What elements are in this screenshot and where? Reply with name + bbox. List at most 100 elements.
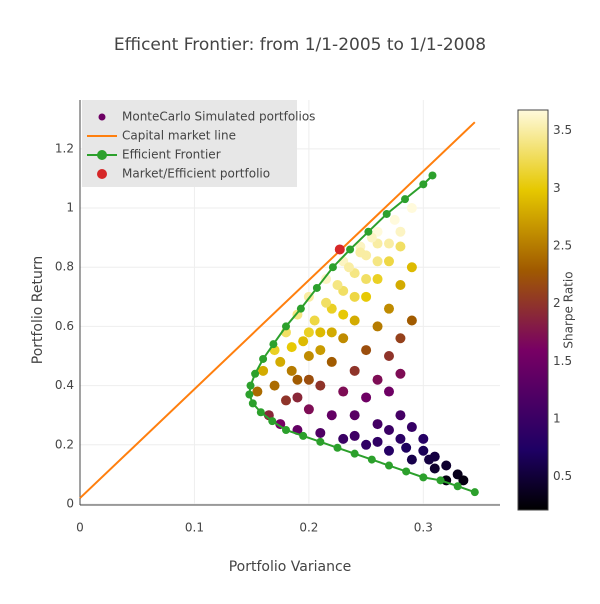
chart-title: Efficent Frontier: from 1/1-2005 to 1/1-… bbox=[114, 35, 486, 55]
series-marker bbox=[364, 227, 373, 236]
scatter-point bbox=[338, 309, 349, 320]
scatter-point bbox=[406, 262, 417, 273]
colorbar-tick-label: 2 bbox=[553, 296, 561, 310]
series-marker bbox=[428, 171, 437, 180]
scatter-point bbox=[292, 392, 303, 403]
scatter-point bbox=[338, 433, 349, 444]
series-marker bbox=[334, 244, 345, 255]
series-marker bbox=[245, 390, 254, 399]
legend-label: MonteCarlo Simulated portfolios bbox=[122, 110, 315, 124]
scatter-point bbox=[395, 279, 406, 290]
scatter-point bbox=[395, 410, 406, 421]
series-marker bbox=[296, 304, 305, 313]
series-marker bbox=[419, 473, 428, 482]
scatter-point bbox=[275, 419, 286, 430]
scatter-point bbox=[326, 410, 337, 421]
legend-label: Capital market line bbox=[122, 129, 236, 143]
scatter-point bbox=[383, 238, 394, 249]
scatter-point bbox=[361, 291, 372, 302]
colorbar-tick-label: 1.5 bbox=[553, 354, 572, 368]
legend-box bbox=[82, 100, 297, 187]
series-marker bbox=[246, 381, 255, 390]
series-marker bbox=[269, 340, 278, 349]
series-marker bbox=[299, 431, 308, 440]
colorbar-tick-label: 0.5 bbox=[553, 469, 572, 483]
series-marker bbox=[248, 399, 257, 408]
scatter-point bbox=[338, 386, 349, 397]
scatter-point bbox=[372, 436, 383, 447]
scatter-point bbox=[303, 374, 314, 385]
scatter-point bbox=[252, 386, 263, 397]
series-marker bbox=[312, 283, 321, 292]
scatter-point bbox=[406, 422, 417, 433]
legend-symbol bbox=[98, 113, 106, 121]
scatter-point bbox=[286, 342, 297, 353]
series-marker bbox=[470, 488, 479, 497]
scatter-point bbox=[395, 433, 406, 444]
series-marker bbox=[281, 426, 290, 435]
series-marker bbox=[259, 354, 268, 363]
series-marker bbox=[251, 369, 260, 378]
scatter-point bbox=[303, 404, 314, 415]
scatter-point bbox=[326, 327, 337, 338]
scatter-point bbox=[424, 454, 435, 465]
legend-label: Efficient Frontier bbox=[122, 148, 221, 162]
x-axis-title: Portfolio Variance bbox=[229, 559, 352, 575]
scatter-point bbox=[349, 430, 360, 441]
scatter-point bbox=[315, 345, 326, 356]
scatter-point bbox=[298, 336, 309, 347]
y-tick-label: 0.2 bbox=[55, 437, 74, 451]
scatter-point bbox=[418, 445, 429, 456]
scatter-point bbox=[349, 410, 360, 421]
scatter-point bbox=[280, 395, 291, 406]
scatter-point bbox=[458, 475, 469, 486]
colorbar-tick-label: 3 bbox=[553, 181, 561, 195]
scatter-point bbox=[338, 333, 349, 344]
series-marker bbox=[256, 408, 265, 417]
scatter-point bbox=[286, 365, 297, 376]
x-tick-label: 0.1 bbox=[185, 521, 204, 535]
series-marker bbox=[346, 245, 355, 254]
scatter-point bbox=[258, 365, 269, 376]
scatter-point bbox=[275, 356, 286, 367]
series-marker bbox=[453, 482, 462, 491]
scatter-point bbox=[372, 321, 383, 332]
scatter-point bbox=[383, 386, 394, 397]
scatter-point bbox=[315, 427, 326, 438]
scatter-point bbox=[383, 425, 394, 436]
scatter-point bbox=[406, 203, 417, 214]
scatter-point bbox=[383, 256, 394, 267]
scatter-point bbox=[303, 327, 314, 338]
scatter-point bbox=[389, 214, 400, 225]
scatter-point bbox=[395, 226, 406, 237]
y-tick-label: 0.6 bbox=[55, 319, 74, 333]
y-axis-title: Portfolio Return bbox=[30, 256, 46, 365]
legend-symbol bbox=[97, 150, 107, 160]
scatter-point bbox=[321, 274, 332, 285]
x-tick-label: 0 bbox=[76, 521, 84, 535]
legend-symbol bbox=[97, 169, 107, 179]
scatter-point bbox=[406, 315, 417, 326]
series-marker bbox=[419, 180, 428, 189]
x-tick-label: 0.3 bbox=[414, 521, 433, 535]
legend: MonteCarlo Simulated portfolios Capital m… bbox=[82, 100, 315, 187]
scatter-point bbox=[383, 351, 394, 362]
x-tick-label: 0.2 bbox=[299, 521, 318, 535]
series-marker bbox=[281, 322, 290, 331]
y-tick-label: 0.8 bbox=[55, 260, 74, 274]
series-marker bbox=[384, 461, 393, 470]
scatter-point bbox=[395, 241, 406, 252]
plot-area bbox=[79, 121, 479, 499]
scatter-point bbox=[429, 463, 440, 474]
scatter-point bbox=[395, 333, 406, 344]
colorbar-tick-label: 1 bbox=[553, 411, 561, 425]
series-marker bbox=[350, 449, 359, 458]
y-tick-label: 1.2 bbox=[55, 141, 74, 155]
scatter-point bbox=[355, 247, 366, 258]
scatter-point bbox=[349, 291, 360, 302]
series-marker bbox=[316, 437, 325, 446]
series-marker bbox=[333, 443, 342, 452]
series-marker bbox=[436, 476, 445, 485]
series-marker bbox=[401, 195, 410, 204]
